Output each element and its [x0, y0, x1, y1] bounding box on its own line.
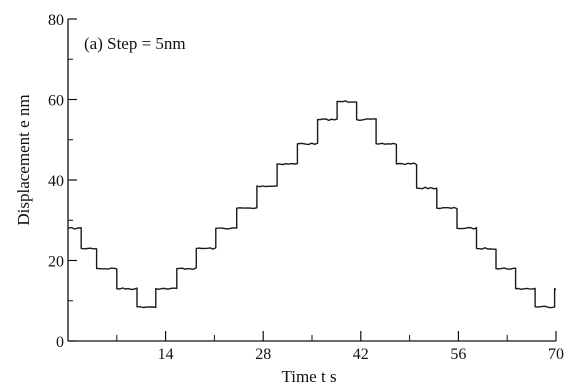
- axes: [67, 18, 557, 342]
- x-axis-title: Time t s: [281, 367, 336, 386]
- data-marks: [67, 100, 556, 309]
- y-tick-label: 40: [48, 173, 64, 190]
- x-tick-label: 42: [353, 346, 369, 363]
- y-tick-label: 80: [48, 12, 64, 29]
- x-tick-label: 28: [255, 346, 271, 363]
- y-tick-label: 60: [48, 93, 64, 110]
- y-axis-title: Displacement e nm: [14, 94, 33, 225]
- x-tick-label: 56: [450, 346, 466, 363]
- tick-labels: 0 20 40 60 80 14 28 42 56 70: [48, 12, 564, 363]
- y-tick-label: 0: [56, 334, 64, 351]
- x-tick-label: 14: [158, 346, 174, 363]
- step-annotation: (a) Step = 5nm: [84, 34, 186, 53]
- displacement-trace: [67, 100, 556, 309]
- y-tick-label: 20: [48, 254, 64, 271]
- x-tick-label: 70: [548, 346, 564, 363]
